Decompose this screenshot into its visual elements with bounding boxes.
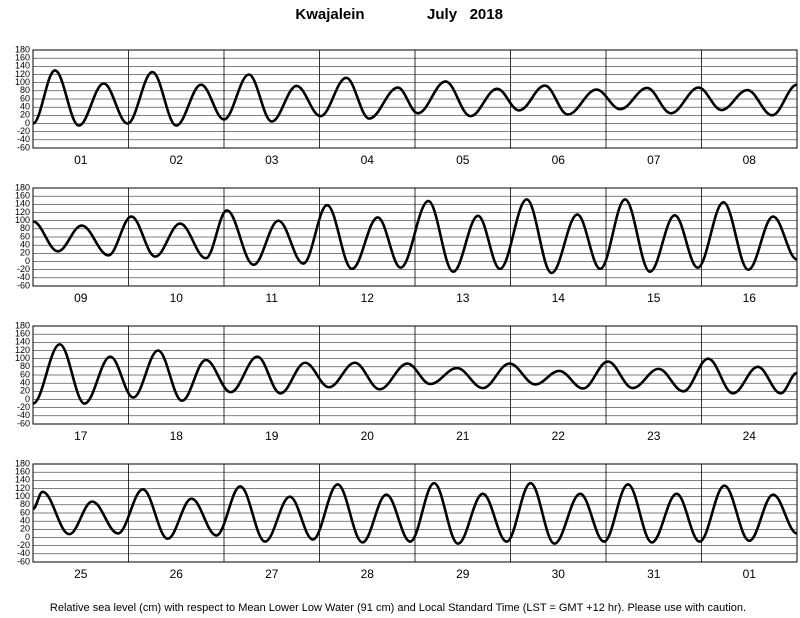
y-tick-label: 120	[15, 483, 30, 493]
y-tick-label: 120	[15, 207, 30, 217]
y-tick-label: -20	[17, 126, 30, 136]
day-label: 28	[361, 567, 375, 581]
panel-frame	[32, 49, 798, 149]
y-tick-label: 180	[15, 458, 30, 468]
y-tick-label: -40	[17, 410, 30, 420]
day-label: 24	[743, 429, 757, 443]
day-label: 16	[743, 291, 757, 305]
y-tick-label: 100	[15, 353, 30, 363]
y-tick-label: 20	[20, 248, 30, 258]
y-tick-label: 0	[25, 118, 30, 128]
day-label: 30	[552, 567, 566, 581]
y-tick-label: 80	[20, 223, 30, 233]
tide-line	[32, 343, 798, 405]
y-tick-label: -40	[17, 548, 30, 558]
y-tick-label: 80	[20, 85, 30, 95]
y-tick-label: 60	[20, 231, 30, 241]
day-label: 31	[647, 567, 661, 581]
chart-subtitle: July 2018	[427, 6, 503, 23]
y-tick-label: -20	[17, 540, 30, 550]
y-tick-label: 40	[20, 102, 30, 112]
day-label: 23	[647, 429, 661, 443]
y-tick-label: 160	[15, 329, 30, 339]
day-label: 06	[552, 153, 566, 167]
y-tick-label: -60	[17, 418, 30, 428]
y-tick-label: 140	[15, 199, 30, 209]
y-tick-label: 120	[15, 345, 30, 355]
y-tick-label: 140	[15, 61, 30, 71]
day-label: 18	[170, 429, 184, 443]
day-label: 01	[743, 567, 757, 581]
y-tick-label: 60	[20, 507, 30, 517]
day-label: 25	[74, 567, 88, 581]
day-label: 21	[456, 429, 470, 443]
day-label: 15	[647, 291, 661, 305]
day-label: 26	[170, 567, 184, 581]
day-label: 22	[552, 429, 566, 443]
y-tick-label: 40	[20, 516, 30, 526]
y-tick-label: -60	[17, 280, 30, 290]
y-tick-label: 180	[15, 182, 30, 192]
y-tick-label: 180	[15, 44, 30, 54]
y-tick-label: 60	[20, 93, 30, 103]
y-tick-label: -60	[17, 142, 30, 152]
y-tick-label: 160	[15, 53, 30, 63]
y-tick-label: 100	[15, 215, 30, 225]
day-label: 14	[552, 291, 566, 305]
day-label: 10	[170, 291, 184, 305]
day-label: 27	[265, 567, 279, 581]
day-label: 13	[456, 291, 470, 305]
panel-frame	[32, 325, 798, 425]
y-tick-label: -20	[17, 402, 30, 412]
y-tick-label: 100	[15, 77, 30, 87]
day-label: 19	[265, 429, 279, 443]
y-tick-label: 120	[15, 69, 30, 79]
y-tick-label: 0	[25, 532, 30, 542]
y-tick-label: 80	[20, 361, 30, 371]
y-tick-label: 40	[20, 240, 30, 250]
y-tick-label: 0	[25, 394, 30, 404]
y-tick-label: 160	[15, 467, 30, 477]
y-tick-label: -60	[17, 556, 30, 566]
y-tick-label: 0	[25, 256, 30, 266]
day-label: 07	[647, 153, 661, 167]
y-tick-label: 160	[15, 191, 30, 201]
day-label: 08	[743, 153, 757, 167]
y-tick-label: 100	[15, 491, 30, 501]
day-label: 01	[74, 153, 88, 167]
y-tick-label: -40	[17, 134, 30, 144]
day-label: 11	[266, 291, 279, 305]
y-tick-label: 180	[15, 320, 30, 330]
day-label: 29	[456, 567, 470, 581]
day-label: 02	[170, 153, 184, 167]
day-label: 05	[456, 153, 470, 167]
y-tick-label: 140	[15, 337, 30, 347]
y-tick-label: 20	[20, 524, 30, 534]
day-label: 04	[361, 153, 375, 167]
footnote: Relative sea level (cm) with respect to …	[50, 602, 746, 614]
panel-frame	[32, 463, 798, 563]
tide-line	[32, 481, 798, 545]
day-label: 09	[74, 291, 88, 305]
tide-line	[32, 69, 798, 127]
y-tick-label: 20	[20, 386, 30, 396]
day-label: 12	[361, 291, 375, 305]
y-tick-label: -40	[17, 272, 30, 282]
y-tick-label: 80	[20, 499, 30, 509]
y-tick-label: 140	[15, 475, 30, 485]
panel-frame	[32, 187, 798, 287]
y-tick-label: 40	[20, 378, 30, 388]
day-label: 17	[74, 429, 88, 443]
day-label: 03	[265, 153, 279, 167]
y-tick-label: -20	[17, 264, 30, 274]
y-tick-label: 60	[20, 369, 30, 379]
y-tick-label: 20	[20, 110, 30, 120]
chart-title: Kwajalein	[295, 6, 364, 23]
day-label: 20	[361, 429, 375, 443]
tide-line	[32, 198, 798, 275]
